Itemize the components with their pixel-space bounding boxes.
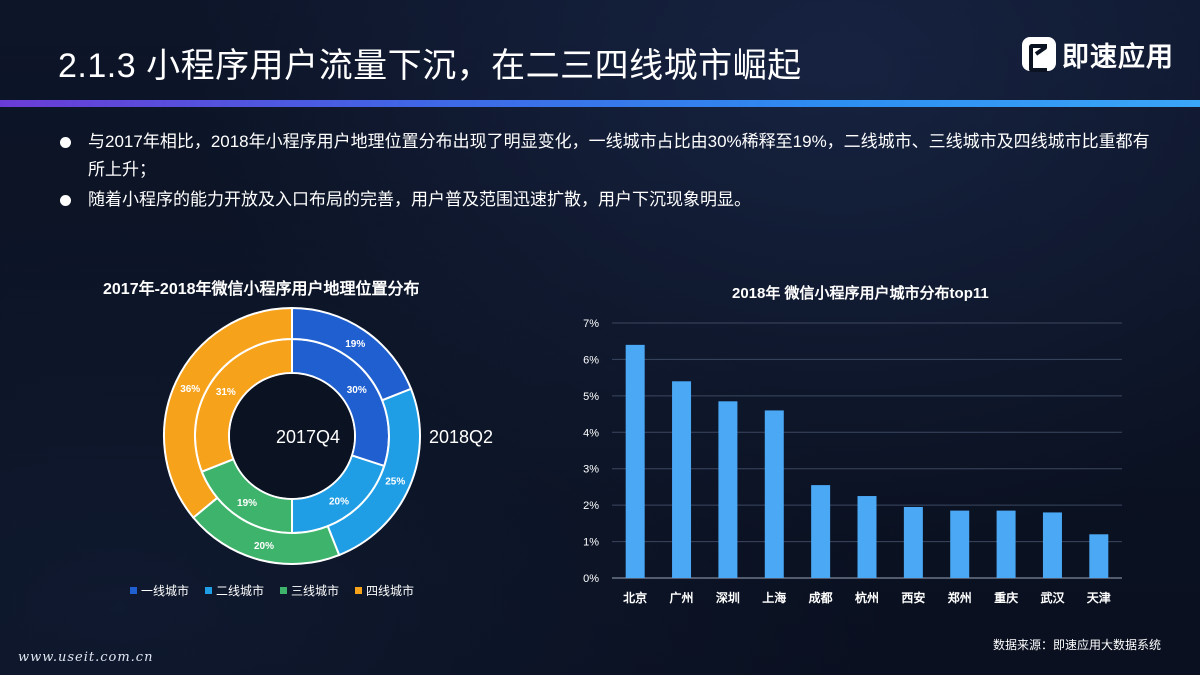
brand-logo: 即速应用 <box>1022 34 1174 74</box>
legend-swatch <box>280 587 288 594</box>
page-title: 2.1.3 小程序用户流量下沉，在二三四线城市崛起 <box>58 47 802 85</box>
x-tick-label: 天津 <box>1087 590 1111 605</box>
legend-item-tier2: 二线城市 <box>205 582 264 599</box>
x-tick-label: 杭州 <box>855 590 879 605</box>
y-tick-label: 2% <box>583 500 599 512</box>
header: 2.1.3 小程序用户流量下沉，在二三四线城市崛起 即速应用 <box>0 0 1200 100</box>
bullet-text: 随着小程序的能力开放及入口布局的完善，用户普及范围迅速扩散，用户下沉现象明显。 <box>88 190 751 209</box>
x-tick-label: 武汉 <box>1040 590 1065 605</box>
x-tick-label: 深圳 <box>716 590 740 605</box>
legend-swatch <box>205 587 213 594</box>
bullet-item: 与2017年相比，2018年小程序用户地理位置分布出现了明显变化，一线城市占比由… <box>58 128 1158 184</box>
logo-text: 即速应用 <box>1062 41 1174 72</box>
bar-1 <box>672 381 692 578</box>
y-tick-label: 5% <box>583 391 599 403</box>
bar-7 <box>950 510 970 578</box>
bullet-dot-icon <box>60 137 71 148</box>
donut-label-outer-0: 19% <box>345 339 365 350</box>
bar-2 <box>718 401 738 578</box>
donut-hole <box>230 374 354 498</box>
y-tick-label: 7% <box>583 318 599 330</box>
legend-item-tier3: 三线城市 <box>280 582 339 599</box>
logo-icon <box>1022 37 1056 72</box>
data-source-note: 数据来源：即速应用大数据系统 <box>993 638 1162 652</box>
x-tick-label: 北京 <box>623 590 647 605</box>
bar-9 <box>1042 512 1062 578</box>
x-tick-label: 上海 <box>762 590 786 605</box>
donut-legend: 一线城市 二线城市 三线城市 四线城市 <box>130 582 414 599</box>
bar-0 <box>625 344 645 578</box>
x-tick-label: 郑州 <box>948 590 972 605</box>
donut-slice-outer-3 <box>163 306 293 519</box>
donut-label-outer-1: 25% <box>385 477 405 488</box>
donut-label-inner-0: 30% <box>347 385 367 396</box>
bullet-dot-icon <box>60 195 71 206</box>
y-tick-label: 1% <box>583 537 599 549</box>
legend-item-tier1: 一线城市 <box>130 582 189 599</box>
bar-8 <box>996 510 1016 578</box>
y-tick-label: 4% <box>583 427 599 439</box>
bar-10 <box>1089 534 1109 578</box>
donut-label-inner-1: 20% <box>329 497 349 508</box>
y-tick-label: 3% <box>583 464 599 476</box>
bar-6 <box>903 506 923 578</box>
outer-ring-label: 2018Q2 <box>429 427 494 447</box>
bar-chart-title: 2018年 微信小程序用户城市分布top11 <box>732 285 989 302</box>
donut-label-outer-2: 20% <box>254 541 274 552</box>
legend-item-tier4: 四线城市 <box>355 582 414 599</box>
legend-swatch <box>130 587 137 594</box>
legend-swatch <box>355 587 363 594</box>
x-tick-label: 重庆 <box>994 590 1018 605</box>
x-tick-label: 广州 <box>670 590 694 605</box>
y-tick-label: 0% <box>583 573 599 585</box>
x-tick-label: 西安 <box>901 590 925 605</box>
donut-label-outer-3: 36% <box>180 384 200 395</box>
x-tick-label: 成都 <box>809 590 833 605</box>
bar-3 <box>764 410 784 578</box>
watermark: www.useit.com.cn <box>18 650 154 665</box>
donut-label-inner-2: 19% <box>237 498 257 509</box>
y-tick-label: 6% <box>583 354 599 366</box>
bar-5 <box>857 496 877 578</box>
donut-chart-title: 2017年-2018年微信小程序用户地理位置分布 <box>103 281 420 298</box>
inner-ring-label: 2017Q4 <box>276 427 341 447</box>
donut-label-inner-3: 31% <box>216 387 236 398</box>
title-underline <box>0 100 1200 107</box>
bar-4 <box>811 485 831 578</box>
bullet-item: 随着小程序的能力开放及入口布局的完善，用户普及范围迅速扩散，用户下沉现象明显。 <box>58 186 1158 214</box>
bullet-list: 与2017年相比，2018年小程序用户地理位置分布出现了明显变化，一线城市占比由… <box>58 128 1158 216</box>
bullet-text: 与2017年相比，2018年小程序用户地理位置分布出现了明显变化，一线城市占比由… <box>88 132 1150 179</box>
